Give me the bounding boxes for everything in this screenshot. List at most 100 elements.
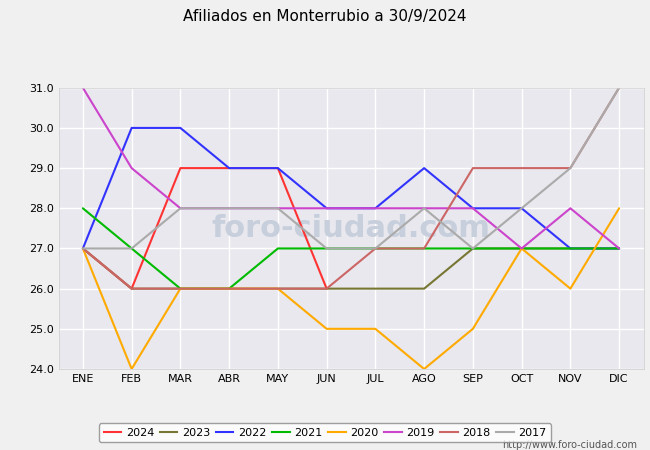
2018: [469, 166, 477, 171]
2022: [225, 166, 233, 171]
Text: http://www.foro-ciudad.com: http://www.foro-ciudad.com: [502, 440, 637, 450]
2024: [127, 286, 136, 291]
2023: [615, 246, 623, 251]
2021: [225, 286, 233, 291]
2018: [615, 85, 623, 90]
2019: [420, 206, 428, 211]
2019: [79, 85, 87, 90]
2022: [274, 166, 282, 171]
2021: [322, 246, 330, 251]
2018: [127, 286, 136, 291]
2020: [79, 246, 87, 251]
2024: [79, 246, 87, 251]
2019: [469, 206, 477, 211]
2023: [127, 286, 136, 291]
2019: [566, 206, 575, 211]
2017: [566, 166, 575, 171]
2023: [79, 246, 87, 251]
2019: [372, 206, 380, 211]
2017: [127, 246, 136, 251]
2024: [177, 166, 185, 171]
Line: 2024: 2024: [83, 168, 326, 288]
2022: [322, 206, 330, 211]
2022: [177, 125, 185, 130]
2017: [372, 246, 380, 251]
2020: [566, 286, 575, 291]
2017: [469, 246, 477, 251]
2017: [322, 246, 330, 251]
2024: [322, 286, 330, 291]
2020: [615, 206, 623, 211]
2023: [177, 286, 185, 291]
2021: [420, 246, 428, 251]
2017: [225, 206, 233, 211]
2020: [274, 286, 282, 291]
2019: [177, 206, 185, 211]
2017: [177, 206, 185, 211]
2019: [225, 206, 233, 211]
Line: 2021: 2021: [83, 208, 619, 288]
2022: [79, 246, 87, 251]
Line: 2018: 2018: [83, 88, 619, 288]
Line: 2017: 2017: [83, 88, 619, 248]
2020: [469, 326, 477, 332]
2020: [225, 286, 233, 291]
2022: [517, 206, 525, 211]
2020: [420, 366, 428, 372]
2018: [566, 166, 575, 171]
Legend: 2024, 2023, 2022, 2021, 2020, 2019, 2018, 2017: 2024, 2023, 2022, 2021, 2020, 2019, 2018…: [99, 423, 551, 442]
2018: [517, 166, 525, 171]
2021: [177, 286, 185, 291]
2024: [225, 166, 233, 171]
2023: [372, 286, 380, 291]
2017: [615, 85, 623, 90]
2020: [127, 366, 136, 372]
2022: [127, 125, 136, 130]
Text: foro-ciudad.com: foro-ciudad.com: [211, 214, 491, 243]
2021: [615, 246, 623, 251]
Line: 2023: 2023: [83, 248, 619, 288]
2023: [469, 246, 477, 251]
2019: [127, 166, 136, 171]
2020: [517, 246, 525, 251]
2021: [566, 246, 575, 251]
2021: [372, 246, 380, 251]
2017: [274, 206, 282, 211]
2023: [274, 286, 282, 291]
2018: [225, 286, 233, 291]
2022: [420, 166, 428, 171]
2022: [372, 206, 380, 211]
2021: [274, 246, 282, 251]
2019: [615, 246, 623, 251]
Line: 2019: 2019: [83, 88, 619, 248]
Line: 2020: 2020: [83, 208, 619, 369]
2022: [566, 246, 575, 251]
2019: [517, 246, 525, 251]
2023: [225, 286, 233, 291]
2024: [274, 166, 282, 171]
2021: [469, 246, 477, 251]
2023: [517, 246, 525, 251]
2021: [517, 246, 525, 251]
2019: [274, 206, 282, 211]
2023: [420, 286, 428, 291]
2018: [420, 246, 428, 251]
2018: [177, 286, 185, 291]
2018: [372, 246, 380, 251]
2018: [274, 286, 282, 291]
2020: [322, 326, 330, 332]
2017: [420, 206, 428, 211]
2022: [615, 246, 623, 251]
2022: [469, 206, 477, 211]
2020: [372, 326, 380, 332]
2020: [177, 286, 185, 291]
2023: [322, 286, 330, 291]
2018: [322, 286, 330, 291]
2021: [79, 206, 87, 211]
2021: [127, 246, 136, 251]
Line: 2022: 2022: [83, 128, 619, 248]
2018: [79, 246, 87, 251]
2017: [79, 246, 87, 251]
2019: [322, 206, 330, 211]
2023: [566, 246, 575, 251]
